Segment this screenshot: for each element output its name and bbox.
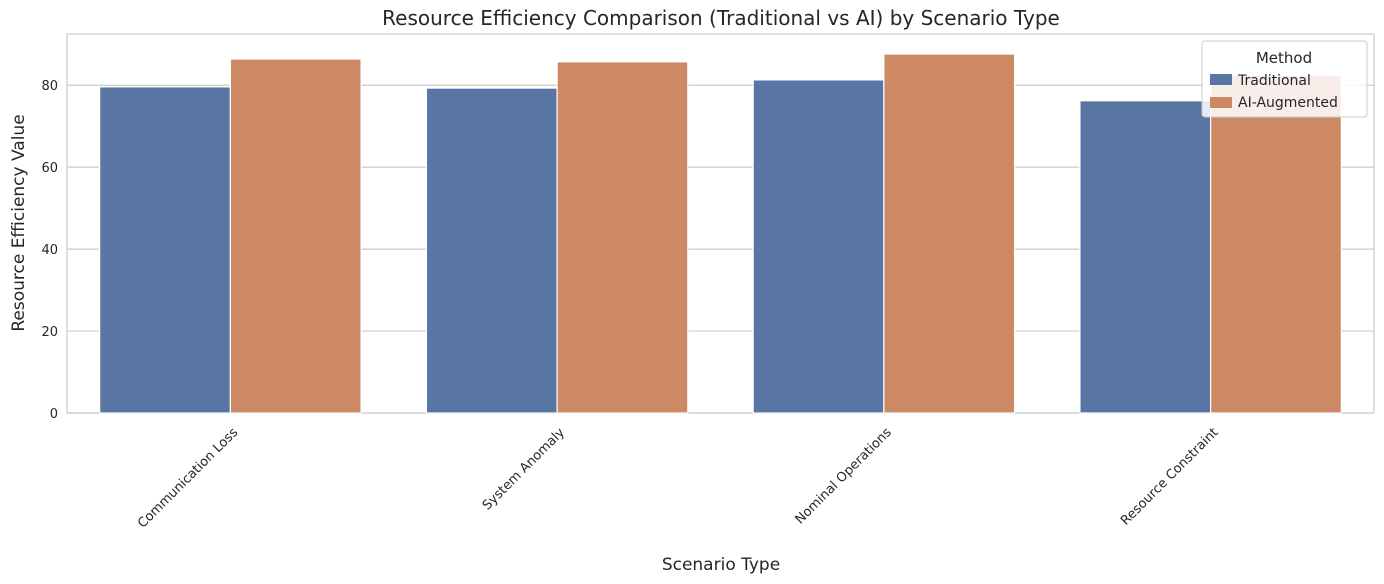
x-tick-label-system-anomaly: System Anomaly: [480, 425, 568, 513]
bar-ai-augmented-resource-constraint: [1210, 74, 1342, 414]
plot-area: 0 20 40 60 80 Communication Loss System Anoma…: [41, 33, 1375, 531]
x-axis-title: Scenario Type: [662, 555, 780, 575]
y-axis-title: Resource Efficiency Value: [9, 114, 29, 331]
legend-box: [1201, 40, 1368, 118]
bar-traditional-nominal-operations: [752, 79, 885, 414]
y-tick-label-60: 60: [41, 161, 58, 176]
legend-title: Method: [1256, 49, 1312, 67]
y-tick-label-20: 20: [41, 325, 58, 340]
y-tick-label-80: 80: [41, 79, 58, 94]
y-axis-ticks: 0 20 40 60 80: [41, 79, 58, 422]
x-tick-label-nominal-operations: Nominal Operations: [793, 425, 895, 527]
x-tick-label-resource-constraint: Resource Constraint: [1118, 425, 1221, 528]
bar-ai-augmented-communication-loss: [229, 58, 362, 414]
y-tick-label-0: 0: [50, 407, 58, 422]
legend: Method Traditional AI-Augmented: [1201, 40, 1368, 118]
bar-traditional-communication-loss: [99, 86, 231, 414]
legend-label-ai-augmented: AI-Augmented: [1238, 95, 1338, 111]
chart-title: Resource Efficiency Comparison (Traditio…: [382, 6, 1060, 30]
legend-label-traditional: Traditional: [1237, 73, 1311, 89]
bars: [99, 53, 1342, 414]
bar-ai-augmented-nominal-operations: [883, 53, 1016, 414]
bar-traditional-system-anomaly: [425, 87, 558, 414]
x-axis-ticks: Communication Loss System Anomaly Nominal …: [135, 425, 1221, 531]
bar-ai-augmented-system-anomaly: [556, 61, 689, 414]
x-tick-label-communication-loss: Communication Loss: [135, 425, 241, 531]
y-tick-label-40: 40: [41, 243, 58, 258]
legend-swatch-ai-augmented: [1210, 97, 1232, 108]
bar-traditional-resource-constraint: [1079, 100, 1212, 414]
legend-swatch-traditional: [1210, 74, 1232, 85]
